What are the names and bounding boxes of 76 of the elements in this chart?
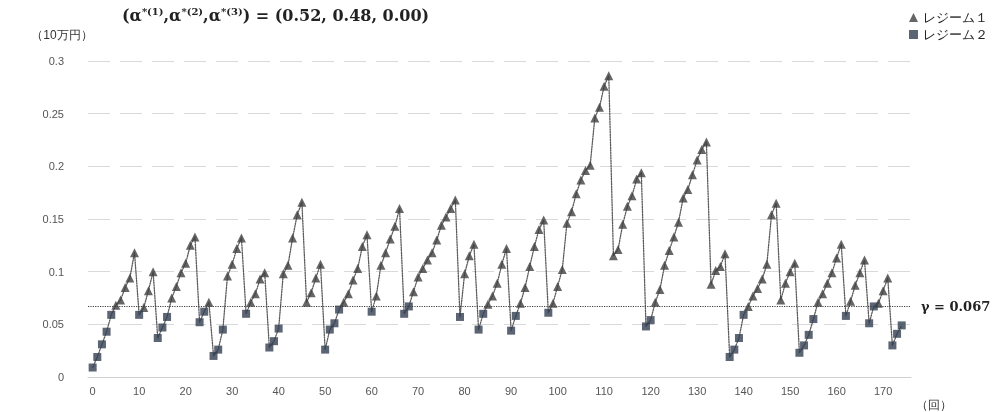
- point: [214, 345, 223, 354]
- point: [800, 341, 809, 350]
- point: [809, 315, 818, 324]
- point: [242, 309, 251, 318]
- point: [269, 337, 278, 346]
- point: [511, 311, 520, 320]
- point: [479, 309, 488, 318]
- text: (α$^{*(1)}$,α$^{*(2)}$,α$^{*(3)}$) = (0.52, 0.48, 0.00): [122, 6, 430, 26]
- x-tick-label: 20: [179, 384, 192, 397]
- point: [400, 309, 409, 318]
- point: [107, 310, 116, 319]
- point: [455, 312, 464, 321]
- point: [507, 326, 516, 335]
- x-tick-label: 10: [133, 384, 146, 397]
- y-axis-title: （10万円）: [31, 28, 93, 42]
- point: [135, 310, 144, 319]
- point: [265, 343, 274, 352]
- legend-label: レジーム１: [923, 10, 988, 25]
- x-tick-label: 170: [873, 384, 893, 397]
- y-tick-label: 0.2: [48, 160, 64, 173]
- point: [474, 325, 483, 334]
- point: [893, 329, 902, 338]
- x-tick-label: 90: [505, 384, 518, 397]
- point: [218, 325, 227, 334]
- y-tick-label: 0.25: [42, 107, 64, 120]
- point: [335, 305, 344, 314]
- point: [897, 321, 906, 330]
- point: [404, 302, 413, 311]
- x-tick-label: 160: [827, 384, 846, 397]
- x-tick-label: 100: [548, 384, 567, 397]
- point: [330, 319, 339, 328]
- point: [195, 318, 204, 327]
- x-tick-label: 150: [780, 384, 800, 397]
- point: [730, 345, 739, 354]
- point: [544, 308, 553, 317]
- x-tick-label: 60: [365, 384, 378, 397]
- point: [325, 325, 334, 334]
- y-tick-label: 0.05: [42, 318, 64, 331]
- point: [739, 310, 748, 319]
- point: [641, 322, 650, 331]
- x-tick-label: 30: [226, 384, 239, 397]
- x-tick-label: 70: [412, 384, 425, 397]
- point: [888, 341, 897, 350]
- point: [102, 327, 111, 336]
- x-tick-label: 80: [458, 384, 471, 397]
- point: [804, 330, 813, 339]
- point: [841, 311, 850, 320]
- point: [163, 312, 172, 321]
- y-tick-label: 0.1: [48, 265, 64, 278]
- point: [274, 324, 283, 333]
- point: [93, 352, 102, 361]
- x-tick-label: 130: [687, 384, 707, 397]
- x-axis-title: （回）: [916, 398, 952, 412]
- x-tick-label: 50: [319, 384, 332, 397]
- point: [646, 316, 655, 325]
- x-tick-label: 40: [272, 384, 285, 397]
- point: [321, 345, 330, 354]
- y-tick-label: 0.15: [42, 213, 64, 225]
- y-tick-label: 0.3: [48, 55, 64, 67]
- point: [158, 323, 167, 332]
- ref-line-label: γ = 0.067: [921, 298, 991, 314]
- point: [725, 352, 734, 361]
- x-tick-label: 0: [89, 384, 96, 397]
- y-tick-label: 0: [57, 371, 64, 383]
- legend-label: レジーム２: [923, 27, 988, 42]
- point: [153, 334, 162, 343]
- point: [200, 307, 209, 316]
- x-tick-label: 110: [595, 384, 613, 397]
- point: [88, 363, 97, 372]
- point: [734, 334, 743, 343]
- x-tick-label: 140: [734, 384, 753, 397]
- point: [865, 319, 874, 328]
- x-tick-label: 120: [641, 384, 660, 397]
- point: [367, 307, 376, 316]
- point: [795, 348, 804, 357]
- point: [97, 340, 106, 349]
